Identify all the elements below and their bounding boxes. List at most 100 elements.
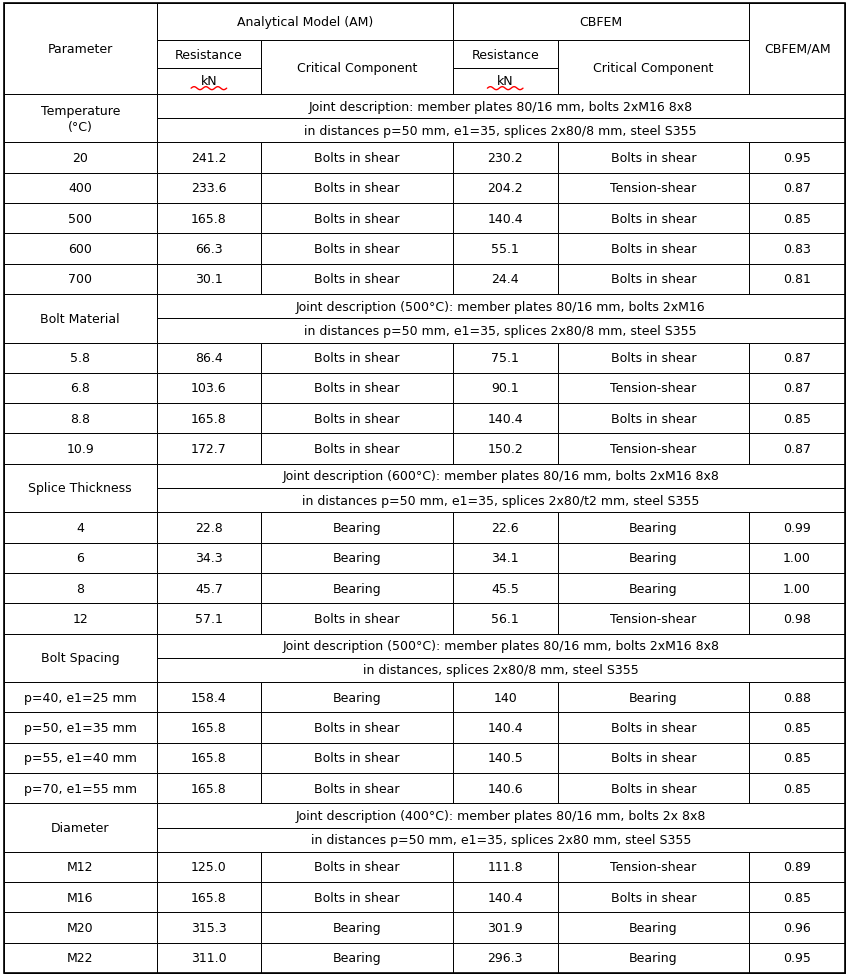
Bar bbox=[156, 295, 845, 319]
Text: 230.2: 230.2 bbox=[487, 152, 523, 165]
Text: p=55, e1=40 mm: p=55, e1=40 mm bbox=[24, 751, 137, 764]
Bar bbox=[156, 404, 261, 434]
Bar bbox=[261, 404, 453, 434]
Bar bbox=[156, 373, 261, 404]
Text: 0.99: 0.99 bbox=[784, 522, 811, 534]
Bar bbox=[4, 573, 156, 604]
Text: Joint description (400°C): member plates 80/16 mm, bolts 2x 8x8: Joint description (400°C): member plates… bbox=[295, 809, 706, 822]
Text: Analytical Model (AM): Analytical Model (AM) bbox=[237, 17, 373, 29]
Text: 8.8: 8.8 bbox=[70, 412, 90, 425]
Text: 0.85: 0.85 bbox=[783, 412, 811, 425]
Bar bbox=[558, 373, 749, 404]
Bar bbox=[749, 434, 845, 464]
Text: Bolts in shear: Bolts in shear bbox=[610, 751, 696, 764]
Text: Joint description (500°C): member plates 80/16 mm, bolts 2xM16 8x8: Joint description (500°C): member plates… bbox=[282, 640, 719, 653]
Bar bbox=[4, 882, 156, 913]
Bar bbox=[749, 604, 845, 634]
Bar bbox=[261, 343, 453, 373]
Bar bbox=[261, 604, 453, 634]
Bar bbox=[749, 4, 845, 95]
Bar bbox=[749, 404, 845, 434]
Bar bbox=[156, 634, 845, 658]
Bar bbox=[4, 265, 156, 295]
Text: 45.5: 45.5 bbox=[492, 582, 519, 595]
Text: 66.3: 66.3 bbox=[195, 242, 222, 256]
Text: Bearing: Bearing bbox=[629, 921, 678, 934]
Bar bbox=[156, 204, 261, 234]
Bar bbox=[261, 144, 453, 174]
Text: Bolts in shear: Bolts in shear bbox=[314, 861, 400, 873]
Text: Bearing: Bearing bbox=[629, 552, 678, 565]
Text: 6.8: 6.8 bbox=[70, 382, 90, 395]
Text: Bearing: Bearing bbox=[333, 582, 381, 595]
Bar bbox=[558, 913, 749, 943]
Text: Bearing: Bearing bbox=[629, 522, 678, 534]
Text: 0.95: 0.95 bbox=[783, 152, 811, 165]
Bar bbox=[261, 434, 453, 464]
Text: 204.2: 204.2 bbox=[487, 183, 523, 195]
Text: 150.2: 150.2 bbox=[487, 443, 523, 455]
Bar bbox=[558, 343, 749, 373]
Text: 0.87: 0.87 bbox=[783, 352, 811, 364]
Text: 165.8: 165.8 bbox=[191, 721, 227, 735]
Text: 22.8: 22.8 bbox=[195, 522, 222, 534]
Bar bbox=[453, 204, 558, 234]
Bar bbox=[749, 144, 845, 174]
Bar bbox=[156, 464, 845, 488]
Text: Bolts in shear: Bolts in shear bbox=[314, 412, 400, 425]
Text: Bolts in shear: Bolts in shear bbox=[610, 242, 696, 256]
Text: Bolts in shear: Bolts in shear bbox=[314, 213, 400, 226]
Text: 500: 500 bbox=[68, 213, 93, 226]
Bar bbox=[261, 882, 453, 913]
Text: in distances, splices 2x80/8 mm, steel S355: in distances, splices 2x80/8 mm, steel S… bbox=[363, 663, 638, 677]
Text: Joint description (500°C): member plates 80/16 mm, bolts 2xM16: Joint description (500°C): member plates… bbox=[296, 300, 706, 314]
Text: 700: 700 bbox=[68, 273, 93, 286]
Text: 140.5: 140.5 bbox=[487, 751, 523, 764]
Bar bbox=[558, 234, 749, 265]
Text: 75.1: 75.1 bbox=[492, 352, 519, 364]
Text: 140.4: 140.4 bbox=[487, 891, 523, 904]
Bar bbox=[261, 234, 453, 265]
Text: 165.8: 165.8 bbox=[191, 213, 227, 226]
Bar bbox=[261, 743, 453, 773]
Bar bbox=[4, 543, 156, 573]
Text: Bolts in shear: Bolts in shear bbox=[314, 751, 400, 764]
Bar bbox=[4, 204, 156, 234]
Text: 103.6: 103.6 bbox=[191, 382, 227, 395]
Bar bbox=[749, 343, 845, 373]
Bar bbox=[453, 913, 558, 943]
Text: Bearing: Bearing bbox=[629, 691, 678, 704]
Bar bbox=[156, 434, 261, 464]
Bar bbox=[453, 743, 558, 773]
Bar bbox=[156, 803, 845, 828]
Text: 34.1: 34.1 bbox=[492, 552, 519, 565]
Text: Bolts in shear: Bolts in shear bbox=[314, 782, 400, 794]
Text: Bolts in shear: Bolts in shear bbox=[314, 382, 400, 395]
Bar bbox=[558, 434, 749, 464]
Text: 0.87: 0.87 bbox=[783, 183, 811, 195]
Bar bbox=[558, 41, 749, 95]
Bar bbox=[749, 882, 845, 913]
Bar bbox=[4, 604, 156, 634]
Text: 4: 4 bbox=[76, 522, 84, 534]
Text: 0.89: 0.89 bbox=[783, 861, 811, 873]
Text: Bolts in shear: Bolts in shear bbox=[610, 213, 696, 226]
Text: 6: 6 bbox=[76, 552, 84, 565]
Text: p=40, e1=25 mm: p=40, e1=25 mm bbox=[24, 691, 137, 704]
Text: p=70, e1=55 mm: p=70, e1=55 mm bbox=[24, 782, 137, 794]
Text: kN: kN bbox=[200, 75, 217, 88]
Text: in distances p=50 mm, e1=35, splices 2x80/t2 mm, steel S355: in distances p=50 mm, e1=35, splices 2x8… bbox=[302, 494, 700, 507]
Bar bbox=[453, 773, 558, 803]
Text: 10.9: 10.9 bbox=[66, 443, 94, 455]
Text: p=50, e1=35 mm: p=50, e1=35 mm bbox=[24, 721, 137, 735]
Text: Bearing: Bearing bbox=[333, 691, 381, 704]
Bar bbox=[453, 234, 558, 265]
Text: Bearing: Bearing bbox=[333, 552, 381, 565]
Bar bbox=[156, 682, 261, 712]
Text: M16: M16 bbox=[67, 891, 93, 904]
Bar bbox=[156, 319, 845, 343]
Text: M22: M22 bbox=[67, 952, 93, 964]
Bar bbox=[4, 234, 156, 265]
Text: M20: M20 bbox=[67, 921, 93, 934]
Text: 400: 400 bbox=[69, 183, 93, 195]
